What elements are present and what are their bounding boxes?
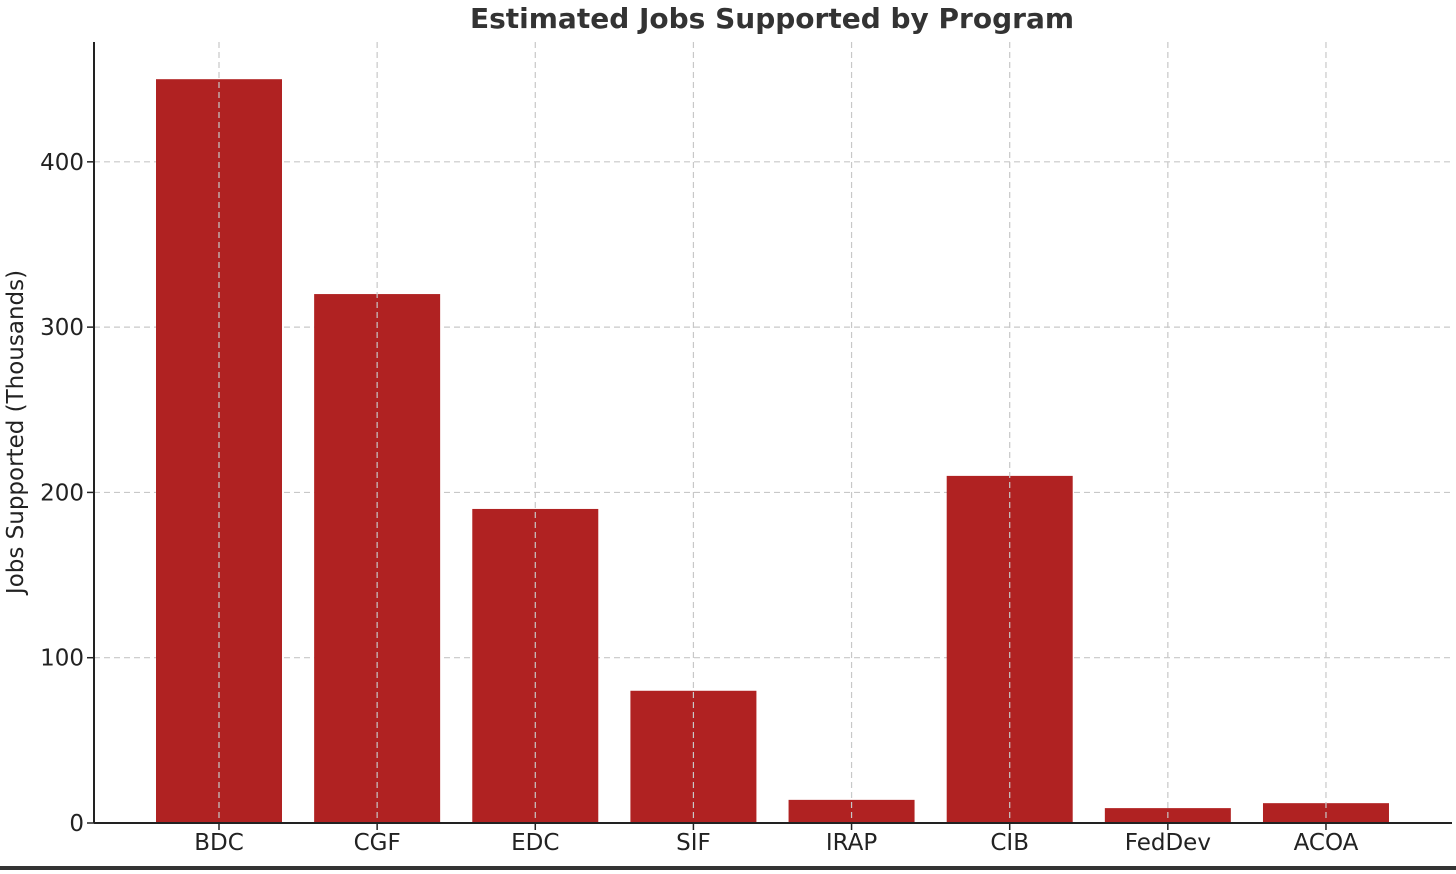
chart-title: Estimated Jobs Supported by Program (470, 2, 1074, 35)
vertical-grid-lines (218, 42, 1327, 823)
y-tick-label: 100 (40, 646, 84, 672)
x-tick-label: CIB (990, 830, 1029, 856)
x-tick-label: EDC (511, 830, 559, 856)
y-tick-label: 0 (69, 811, 84, 837)
x-tick-label: FedDev (1125, 830, 1211, 856)
y-tick-label: 300 (40, 315, 84, 341)
y-tick-labels: 0 100 200 300 400 (40, 150, 84, 837)
bars (156, 79, 1389, 823)
x-tick-label: ACOA (1294, 830, 1359, 856)
y-tick-label: 400 (40, 150, 84, 176)
axes (87, 42, 1452, 830)
x-tick-label: IRAP (826, 830, 878, 856)
bottom-border (0, 866, 1456, 870)
x-tick-label: CGF (354, 830, 401, 856)
x-tick-labels: BDC CGF EDC SIF IRAP CIB FedDev ACOA (194, 830, 1358, 856)
bar-bdc (156, 79, 282, 823)
x-tick-label: BDC (194, 830, 244, 856)
y-tick-label: 200 (40, 480, 84, 506)
bar-irap (788, 799, 915, 823)
grid-lines (94, 161, 1452, 659)
x-tick-label: SIF (676, 830, 711, 856)
y-axis-label: Jobs Supported (Thousands) (3, 270, 29, 596)
